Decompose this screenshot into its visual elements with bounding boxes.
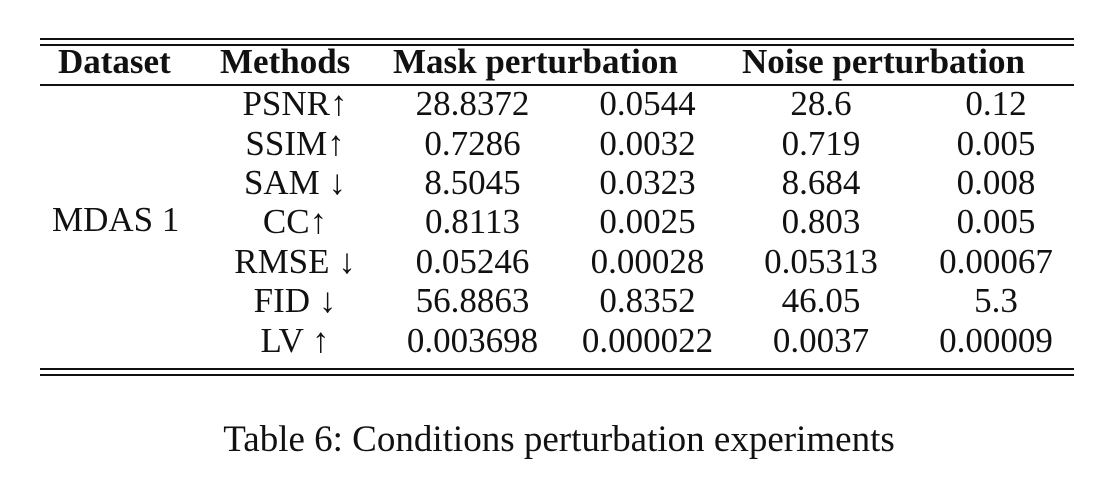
- bottom-rule-inner: [40, 368, 1074, 370]
- method-cell: SSIM↑: [245, 123, 345, 163]
- method-cell: PSNR↑: [242, 84, 348, 124]
- method-cell: LV ↑: [260, 320, 330, 360]
- table-row-lv: LV ↑ 0.003698 0.000022 0.0037 0.00009: [205, 320, 1085, 360]
- mask-std-cell: 0.00028: [590, 241, 705, 281]
- mask-value-cell: 0.003698: [406, 320, 539, 360]
- mask-value-cell: 28.8372: [415, 84, 530, 124]
- mask-std-cell: 0.0032: [599, 123, 696, 163]
- mask-std-cell: 0.0544: [599, 84, 696, 124]
- mask-value-cell: 56.8863: [415, 281, 530, 321]
- noise-std-cell: 0.00067: [939, 241, 1053, 281]
- noise-value-cell: 0.05313: [764, 241, 878, 281]
- header-mask-perturbation: Mask perturbation: [393, 42, 678, 81]
- top-rule-inner: [40, 44, 1074, 46]
- noise-std-cell: 0.008: [956, 162, 1036, 202]
- method-cell: SAM ↓: [243, 162, 347, 202]
- table-caption: Table 6: Conditions perturbation experim…: [223, 419, 895, 460]
- method-cell: CC↑: [262, 202, 328, 242]
- mask-value-cell: 0.7286: [424, 123, 521, 163]
- header-methods: Methods: [220, 42, 351, 81]
- table-row-ssim: SSIM↑ 0.7286 0.0032 0.719 0.005: [205, 123, 1085, 163]
- noise-value-cell: 0.803: [781, 202, 861, 242]
- mask-std-cell: 0.8352: [599, 281, 696, 321]
- table-row-sam: SAM ↓ 8.5045 0.0323 8.684 0.008: [205, 163, 1085, 202]
- table-row-fid: FID ↓ 56.8863 0.8352 46.05 5.3: [205, 281, 1085, 320]
- method-cell: FID ↓: [253, 281, 337, 321]
- table-row-psnr: PSNR↑ 28.8372 0.0544 28.6 0.12: [205, 84, 1085, 123]
- top-rule-outer: [40, 38, 1074, 40]
- mask-value-cell: 0.05246: [415, 241, 530, 281]
- noise-value-cell: 0.719: [781, 123, 861, 163]
- table-row-rmse: RMSE ↓ 0.05246 0.00028 0.05313 0.00067: [205, 242, 1085, 281]
- noise-value-cell: 28.6: [790, 84, 852, 124]
- noise-value-cell: 8.684: [781, 162, 861, 202]
- noise-std-cell: 0.005: [956, 202, 1036, 242]
- noise-std-cell: 0.12: [965, 84, 1027, 124]
- noise-std-cell: 0.00009: [939, 320, 1053, 360]
- noise-value-cell: 46.05: [781, 281, 861, 321]
- bottom-rule-outer: [40, 374, 1074, 376]
- header-noise-perturbation: Noise perturbation: [742, 42, 1025, 81]
- noise-value-cell: 0.0037: [772, 320, 870, 360]
- dataset-name: MDAS 1: [52, 200, 180, 239]
- mask-std-cell: 0.000022: [581, 320, 714, 360]
- results-table-body: PSNR↑ 28.8372 0.0544 28.6 0.12 SSIM↑ 0.7…: [205, 84, 1085, 360]
- mask-std-cell: 0.0323: [599, 162, 696, 202]
- header-rule: [40, 84, 1074, 86]
- method-cell: RMSE ↓: [234, 241, 356, 281]
- mask-std-cell: 0.0025: [599, 202, 696, 242]
- noise-std-cell: 0.005: [956, 123, 1036, 163]
- mask-value-cell: 0.8113: [425, 202, 520, 242]
- mask-value-cell: 8.5045: [424, 162, 521, 202]
- header-dataset: Dataset: [58, 42, 171, 81]
- noise-std-cell: 5.3: [974, 281, 1018, 321]
- table-row-cc: CC↑ 0.8113 0.0025 0.803 0.005: [205, 202, 1085, 241]
